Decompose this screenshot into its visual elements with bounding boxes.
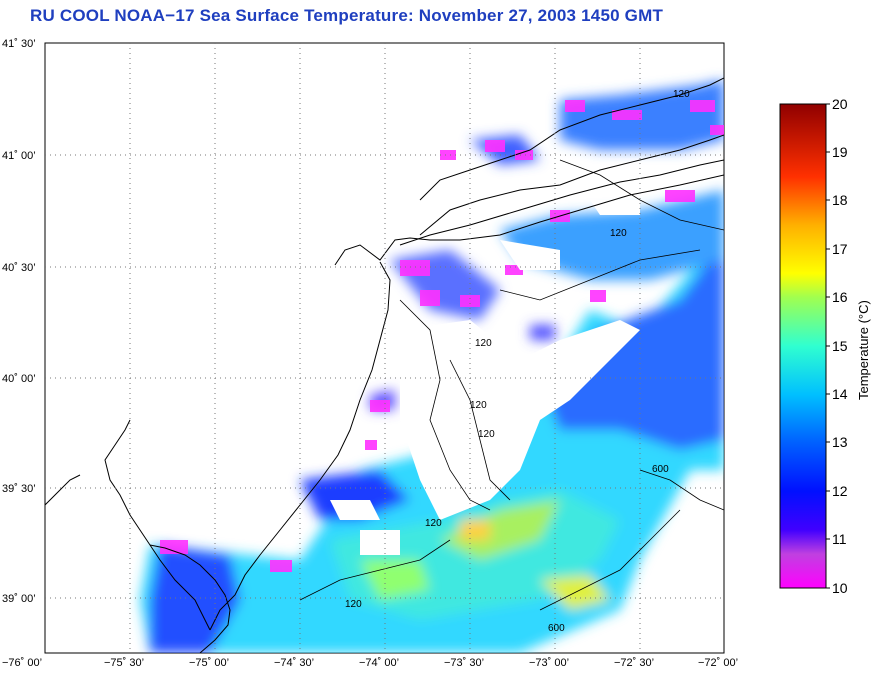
lat-label: 41˚ 00’ [2, 150, 36, 162]
lon-label: −72˚ 00’ [698, 657, 738, 669]
lon-label: −75˚ 30’ [104, 657, 144, 669]
colorbar-tick-label: 10 [832, 580, 848, 596]
colorbar-tick-label: 11 [832, 531, 847, 547]
lat-label: 41˚ 30’ [2, 38, 36, 50]
sst-field [140, 80, 724, 653]
lon-label: −74˚ 00’ [359, 657, 399, 669]
lat-label: 40˚ 30’ [2, 262, 36, 274]
contour-label: 600 [548, 623, 565, 634]
lon-label: −73˚ 00’ [529, 657, 569, 669]
colorbar-tick-label: 14 [832, 386, 848, 402]
lat-label: 39˚ 30’ [2, 483, 36, 495]
contour-label: 120 [610, 228, 627, 239]
lon-label: −72˚ 30’ [614, 657, 654, 669]
lat-label: 40˚ 00’ [2, 373, 36, 385]
colorbar-tick-label: 15 [832, 338, 848, 354]
contour-label: 600 [652, 464, 669, 475]
colorbar-tick-label: 20 [832, 96, 848, 112]
coastline [45, 77, 724, 653]
contour-label: 120 [470, 400, 487, 411]
lon-label: −74˚ 30’ [274, 657, 314, 669]
colorbar-tick-label: 12 [832, 483, 848, 499]
lat-label: 39˚ 00’ [2, 593, 36, 605]
colorbar-tick-label: 13 [832, 434, 848, 450]
contour-label: 120 [478, 429, 495, 440]
colorbar-labels: 20 19 18 17 16 15 14 13 12 11 10 [832, 96, 848, 596]
contour-label: 120 [475, 338, 492, 349]
lon-labels: −76˚ 00’ −75˚ 30’ −75˚ 00’ −74˚ 30’ −74˚… [2, 657, 738, 669]
lon-label: −76˚ 00’ [2, 657, 42, 669]
contour-label: 120 [673, 89, 690, 100]
map-title: RU COOL NOAA−17 Sea Surface Temperature:… [30, 6, 664, 25]
colorbar [779, 103, 827, 589]
colorbar-tick-label: 16 [832, 289, 848, 305]
lat-labels: 41˚ 30’ 41˚ 00’ 40˚ 30’ 40˚ 00’ 39˚ 30’ … [2, 38, 36, 605]
lon-label: −75˚ 00’ [189, 657, 229, 669]
lon-label: −73˚ 30’ [444, 657, 484, 669]
colorbar-tick-label: 17 [832, 241, 848, 257]
colorbar-tick-label: 18 [832, 192, 848, 208]
colorbar-title: Temperature (°C) [856, 300, 871, 400]
graticule [45, 43, 724, 653]
contour-label: 120 [425, 518, 442, 529]
contour-labels: 120 120 120 120 120 120 120 600 600 [345, 89, 690, 634]
contour-label: 120 [345, 599, 362, 610]
colorbar-ticks [826, 103, 830, 589]
colorbar-tick-label: 19 [832, 144, 848, 160]
